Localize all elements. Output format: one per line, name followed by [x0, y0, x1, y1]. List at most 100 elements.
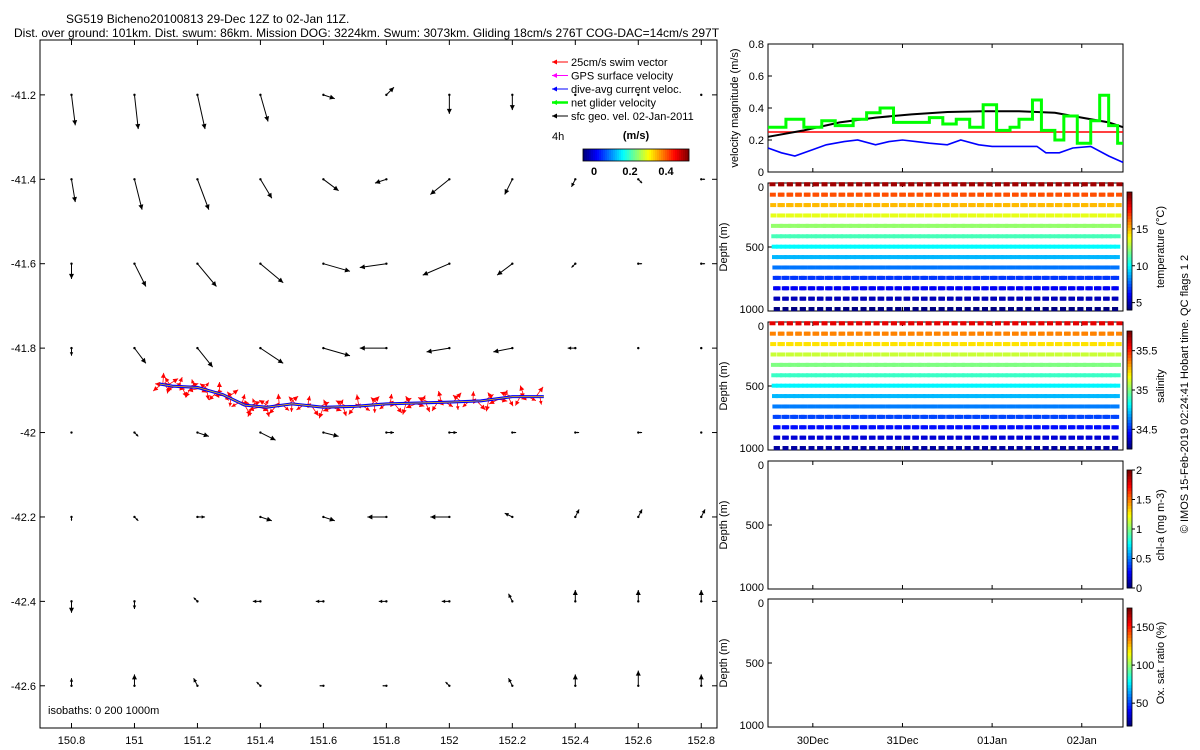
swim-vector-head — [296, 406, 301, 410]
current-vector-head — [508, 593, 512, 599]
current-vector — [575, 431, 580, 434]
legend-colorbar-cell — [669, 149, 672, 161]
legend-label-dac: dive-avg current veloc. — [571, 84, 682, 96]
swim-vector — [484, 399, 490, 412]
chla-colorbar-cell — [1127, 478, 1132, 483]
current-vector-head — [426, 348, 432, 354]
temperature-colorbar-cell — [1127, 292, 1132, 296]
current-vector — [449, 430, 457, 435]
salinity-colorbar-cell — [1127, 425, 1132, 429]
oxygen-colorbar-cell — [1127, 708, 1132, 712]
current-vector-head — [382, 684, 385, 687]
chla-colorbar-tick-label: 0 — [1136, 583, 1142, 595]
temperature-colorbar-cell — [1127, 203, 1132, 208]
current-vector — [567, 346, 576, 350]
swim-vector-head — [455, 406, 460, 410]
salinity-colorbar-cell — [1127, 398, 1132, 403]
legend-colorbar-cell — [629, 149, 632, 161]
temperature-colorbar-tick-label: 10 — [1136, 261, 1148, 273]
temperature-colorbar-cell — [1127, 236, 1132, 240]
chla-y-tick-label: 0 — [758, 460, 764, 472]
salinity-colorbar-cell — [1127, 392, 1132, 397]
salinity-colorbar-cell — [1127, 369, 1132, 373]
swim-vector — [342, 406, 347, 417]
current-vector-head — [266, 516, 272, 522]
legend-colorbar-cell — [671, 149, 674, 161]
oxygen-colorbar-cell — [1127, 669, 1132, 674]
current-vector — [133, 179, 144, 210]
swim-vector-head — [456, 392, 462, 399]
salinity-colorbar-cell — [1127, 419, 1132, 423]
current-vector-origin — [637, 93, 640, 97]
current-vector — [698, 589, 704, 602]
swim-vector — [519, 385, 525, 397]
current-vector — [635, 589, 641, 602]
salinity-colorbar-cell — [1127, 375, 1132, 379]
legend-colorbar-tick: 0 — [591, 166, 597, 178]
map-y-tick-label: -41.8 — [11, 343, 36, 355]
swim-vector-head — [264, 399, 269, 405]
swim-vector-head — [252, 398, 256, 403]
oxygen-colorbar-cell — [1127, 637, 1132, 641]
legend-colorbar-cell — [663, 149, 666, 161]
swim-vector-head — [289, 408, 294, 412]
legend-label-gps: GPS surface velocity — [571, 71, 674, 83]
salinity-colorbar-cell — [1127, 422, 1132, 426]
oxygen-colorbar-cell — [1127, 723, 1132, 727]
current-vector — [493, 347, 513, 354]
chla-colorbar-cell — [1127, 546, 1132, 551]
oxygen-colorbar-tick-label: 150 — [1136, 622, 1154, 634]
map-frame — [39, 39, 718, 729]
legend-colorbar-cell — [687, 149, 690, 161]
current-vector — [131, 674, 137, 686]
legend-arrow-swim — [552, 59, 568, 65]
legend-colorbar-cell — [681, 149, 684, 161]
salinity-colorbar-cell — [1127, 331, 1132, 335]
temperature-y-tick-label: 1000 — [740, 304, 764, 316]
map-x-tick-label: 151.2 — [184, 735, 212, 747]
current-vector — [323, 94, 335, 100]
swim-vector — [265, 407, 271, 417]
legend-colorbar-cell — [587, 149, 590, 161]
chla-colorbar-cell — [1127, 523, 1132, 527]
oxygen-colorbar-cell — [1127, 720, 1132, 724]
swim-vector-head — [208, 395, 214, 401]
chla-colorbar-cell — [1127, 481, 1132, 486]
current-vector — [197, 515, 206, 519]
swim-vector-head — [396, 407, 402, 414]
chla-colorbar-cell — [1127, 508, 1132, 512]
temperature-colorbar-tick-label: 15 — [1136, 224, 1148, 236]
swim-vector-head — [205, 395, 210, 400]
swim-vector-head — [519, 385, 525, 392]
salinity-colorbar-cell — [1127, 390, 1132, 394]
legend-colorbar-cell — [661, 149, 664, 161]
oxygen-colorbar-tick-label: 50 — [1136, 698, 1148, 710]
oxygen-colorbar-cell — [1127, 652, 1132, 656]
oxygen-colorbar-cell — [1127, 702, 1132, 706]
swim-vector — [535, 386, 544, 397]
legend-colorbar-cell — [673, 149, 676, 161]
swim-vector-head — [508, 401, 514, 407]
current-vector — [571, 263, 576, 268]
current-vector — [323, 432, 339, 438]
time-tick-label: 30Dec — [797, 735, 829, 747]
legend-label-sfc: sfc geo. vel. 02-Jan-2011 — [571, 111, 694, 123]
current-vector-head — [256, 681, 260, 685]
legend-colorbar-cell — [657, 149, 660, 161]
current-vector — [70, 516, 73, 521]
current-vector-head — [319, 684, 322, 687]
swim-vector-head — [538, 400, 543, 405]
legend-colorbar-cell — [595, 149, 598, 161]
oxygen-colorbar-frame — [1126, 607, 1133, 727]
chla-colorbar-cell — [1127, 537, 1132, 542]
temperature-colorbar-cell — [1127, 248, 1132, 252]
current-vector-origin — [385, 431, 388, 434]
legend-arrow-net — [552, 100, 568, 105]
header-line-1: SG519 Bicheno20100813 29-Dec 12Z to 02-J… — [66, 12, 350, 26]
current-vector — [197, 432, 209, 438]
swim-vector-head — [160, 372, 166, 379]
map-x-tick-label: 152 — [440, 735, 458, 747]
map-y-tick-label: -42 — [20, 428, 36, 440]
swim-vector-head — [269, 408, 275, 414]
velocity-y-tick-label: 0.2 — [749, 135, 764, 147]
